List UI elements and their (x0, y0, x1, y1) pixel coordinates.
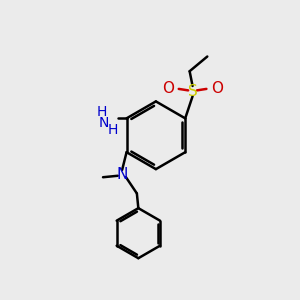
Text: O: O (162, 81, 174, 96)
Text: H: H (107, 123, 118, 137)
Text: N: N (98, 116, 109, 130)
Text: N: N (116, 167, 128, 182)
Text: H: H (96, 105, 107, 119)
Text: O: O (211, 81, 223, 96)
Text: S: S (188, 84, 197, 99)
